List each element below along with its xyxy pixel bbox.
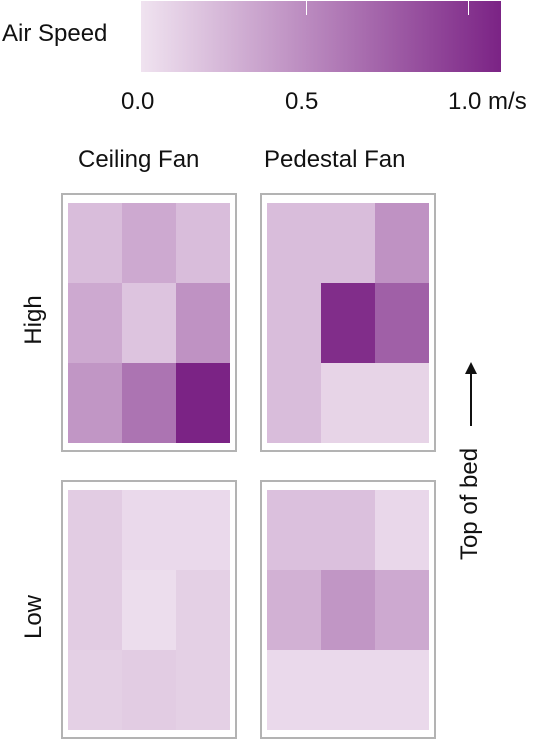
heatmap-cell-r1-c1 xyxy=(122,283,176,363)
heatmap-cell-r1-c0 xyxy=(68,283,122,363)
heatmap-cell-r0-c0 xyxy=(68,203,122,283)
heatmap-cell-r1-c2 xyxy=(375,283,429,363)
colorbar-tick-mark-mid xyxy=(306,1,307,15)
arrow-up-icon xyxy=(465,362,477,426)
row-label-low: Low xyxy=(20,594,47,640)
heatmap-cell-r1-c0 xyxy=(267,570,321,650)
heatmap-cell-r2-c2 xyxy=(375,363,429,443)
heatmap-cell-r1-c2 xyxy=(375,570,429,650)
heatmap-cell-r0-c2 xyxy=(375,203,429,283)
heatmap-cell-r2-c0 xyxy=(267,650,321,730)
colorbar-gradient xyxy=(141,1,501,72)
column-label-pedestal-fan: Pedestal Fan xyxy=(264,146,406,173)
heatmap-cell-r1-c1 xyxy=(122,570,176,650)
heatmap-cell-r0-c2 xyxy=(176,490,230,570)
heatmap-cell-r0-c1 xyxy=(122,490,176,570)
heatmap-cell-r2-c0 xyxy=(68,363,122,443)
colorbar-tick-1: 0.5 xyxy=(285,88,319,115)
heatmap-cell-r0-c0 xyxy=(267,490,321,570)
heatmap-cell-r0-c1 xyxy=(321,490,375,570)
heatmap-cell-r0-c0 xyxy=(267,203,321,283)
colorbar-tick-0: 0.0 xyxy=(121,88,155,115)
heatmap-cell-r1-c0 xyxy=(267,283,321,363)
heatmap-cell-r2-c2 xyxy=(176,363,230,443)
row-label-high: High xyxy=(20,295,47,345)
heatmap-cell-r0-c2 xyxy=(176,203,230,283)
colorbar-tick-2: 1.0 m/s xyxy=(448,88,527,115)
heatmap-panel-ceiling-low xyxy=(61,480,237,739)
heatmap-cell-r2-c1 xyxy=(321,650,375,730)
heatmap-panel-ceiling-high xyxy=(61,193,237,452)
heatmap-cell-r1-c0 xyxy=(68,570,122,650)
heatmap-cell-r2-c1 xyxy=(122,363,176,443)
heatmap-cell-r0-c2 xyxy=(375,490,429,570)
heatmap-cell-r0-c0 xyxy=(68,490,122,570)
colorbar-label: Air Speed xyxy=(2,20,108,47)
heatmap-cell-r2-c1 xyxy=(321,363,375,443)
top-of-bed-indicator xyxy=(456,360,486,580)
heatmap-cell-r2-c0 xyxy=(68,650,122,730)
heatmap-cell-r2-c2 xyxy=(375,650,429,730)
heatmap-cell-r2-c2 xyxy=(176,650,230,730)
column-label-ceiling-fan: Ceiling Fan xyxy=(78,146,200,173)
heatmap-cell-r0-c1 xyxy=(122,203,176,283)
heatmap-cell-r1-c1 xyxy=(321,570,375,650)
heatmap-panel-pedestal-high xyxy=(260,193,436,452)
heatmap-cell-r1-c2 xyxy=(176,570,230,650)
side-label: Top of bed xyxy=(456,447,483,561)
colorbar-tick-mark-max xyxy=(468,1,469,15)
heatmap-cell-r2-c0 xyxy=(267,363,321,443)
heatmap-cell-r2-c1 xyxy=(122,650,176,730)
heatmap-cell-r1-c2 xyxy=(176,283,230,363)
heatmap-cell-r0-c1 xyxy=(321,203,375,283)
heatmap-cell-r1-c1 xyxy=(321,283,375,363)
heatmap-panel-pedestal-low xyxy=(260,480,436,739)
